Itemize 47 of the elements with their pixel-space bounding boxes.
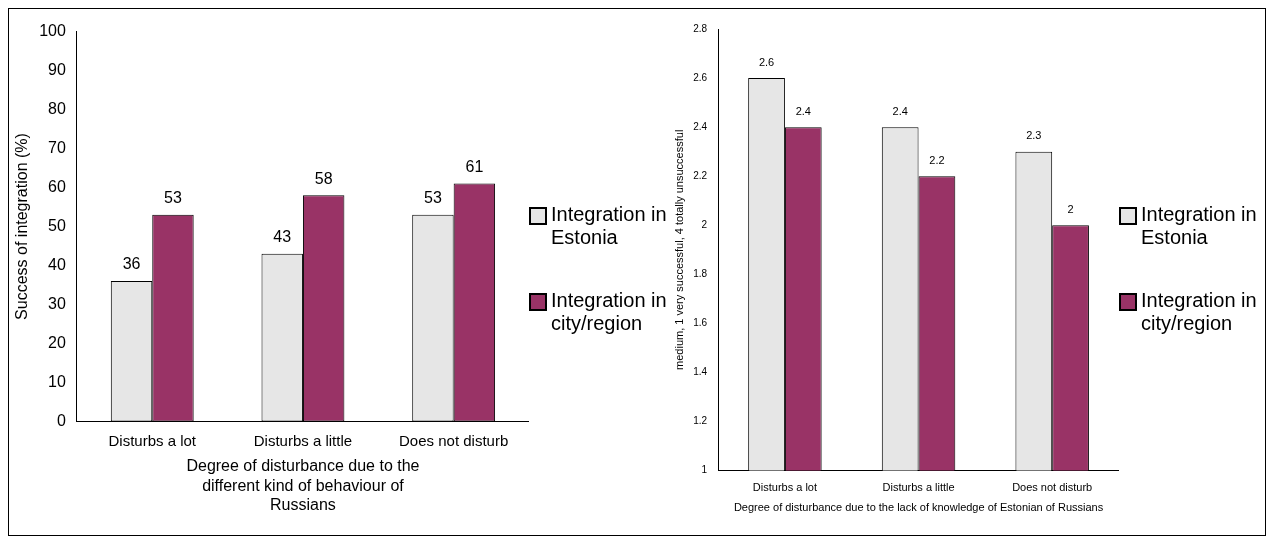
y-tick-label: 1.8: [693, 268, 708, 280]
x-tick-label: Disturbs a little: [882, 481, 955, 494]
x-tick-label: Does not disturb: [1012, 481, 1093, 494]
x-tick-label: Disturbs a little: [253, 431, 353, 449]
y-tick-label: 1.2: [693, 415, 708, 427]
legend-label: Integration in Estonia: [1141, 203, 1258, 249]
y-tick-label: 20: [48, 333, 66, 351]
x-axis-title: Degree of disturbance due to the different kind of behaviour of Russians: [186, 457, 420, 513]
y-axis-title: medium, 1 very successful, 4 totally unsuccessful: [672, 129, 685, 370]
y-tick-label: 2.8: [693, 22, 708, 34]
legend-label: Integration in Estonia: [551, 203, 668, 249]
y-tick-label: 1.6: [693, 317, 708, 329]
y-tick-label: 2.4: [693, 120, 708, 132]
x-axis-title: Degree of disturbance due to the lack of knowledge of Estonian of Russians: [733, 501, 1104, 514]
data-label: 43: [273, 228, 292, 246]
data-label: 2.6: [758, 55, 775, 68]
y-tick-label: 2.6: [693, 71, 708, 83]
data-label: 2.4: [892, 104, 908, 117]
y-tick-label: 60: [48, 177, 66, 195]
legend-label: Integration in city/region: [551, 289, 668, 335]
data-label: 2: [1067, 202, 1074, 215]
x-tick-label: Does not disturb: [399, 431, 509, 449]
y-tick-label: 2: [701, 219, 708, 231]
data-label: 2.3: [1026, 129, 1042, 142]
y-tick-label: 50: [48, 216, 66, 234]
y-axis-title: Success of integration (%): [13, 133, 31, 320]
data-label: 2.4: [795, 104, 811, 117]
data-label: 61: [465, 158, 484, 176]
y-tick-label: 70: [48, 138, 66, 156]
y-tick-label: 0: [56, 411, 66, 429]
y-tick-label: 2.2: [693, 169, 708, 181]
data-label: 53: [164, 189, 182, 207]
data-label: 53: [424, 189, 442, 207]
y-tick-label: 100: [39, 22, 66, 40]
y-tick-label: 80: [48, 99, 66, 117]
data-label: 58: [314, 169, 333, 187]
x-tick-label: Disturbs a lot: [108, 431, 197, 449]
data-label: 36: [122, 255, 141, 273]
y-tick-label: 30: [48, 294, 66, 312]
data-label: 2.2: [929, 153, 945, 166]
x-tick-label: Disturbs a lot: [752, 481, 818, 494]
y-tick-label: 1: [701, 464, 708, 476]
y-tick-label: 90: [48, 60, 66, 78]
legend-label: Integration in city/region: [1141, 289, 1258, 335]
y-tick-label: 1.4: [693, 366, 708, 378]
y-tick-label: 40: [48, 255, 66, 273]
y-tick-label: 10: [48, 372, 66, 390]
